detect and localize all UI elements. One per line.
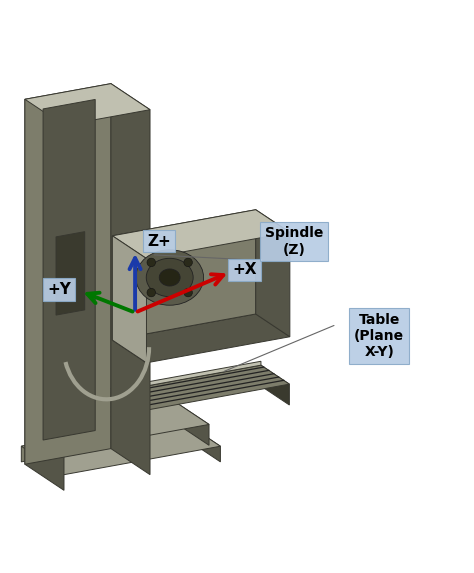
Polygon shape: [43, 100, 95, 440]
Text: +X: +X: [232, 262, 257, 277]
Ellipse shape: [159, 269, 180, 286]
Polygon shape: [27, 361, 261, 408]
Polygon shape: [112, 314, 290, 363]
Polygon shape: [112, 210, 256, 340]
Polygon shape: [25, 84, 111, 464]
Circle shape: [147, 258, 155, 266]
Polygon shape: [112, 210, 290, 258]
Polygon shape: [256, 210, 290, 337]
Polygon shape: [112, 236, 146, 363]
Polygon shape: [173, 401, 209, 445]
Polygon shape: [261, 365, 289, 405]
Polygon shape: [27, 365, 261, 429]
Text: +Y: +Y: [47, 282, 71, 297]
Circle shape: [184, 258, 192, 266]
Polygon shape: [56, 231, 85, 315]
Polygon shape: [178, 418, 220, 462]
Ellipse shape: [136, 250, 204, 305]
Polygon shape: [111, 84, 150, 474]
Polygon shape: [25, 84, 150, 125]
Polygon shape: [27, 365, 289, 427]
Text: Z+: Z+: [147, 234, 171, 249]
Circle shape: [184, 288, 192, 297]
Ellipse shape: [146, 258, 193, 297]
Polygon shape: [33, 401, 173, 447]
Polygon shape: [21, 418, 178, 462]
Polygon shape: [25, 99, 64, 490]
Circle shape: [147, 288, 155, 297]
Text: Spindle
(Z): Spindle (Z): [264, 226, 323, 257]
Polygon shape: [33, 401, 209, 450]
Polygon shape: [21, 418, 220, 474]
Text: Table
(Plane
X-Y): Table (Plane X-Y): [354, 313, 404, 359]
